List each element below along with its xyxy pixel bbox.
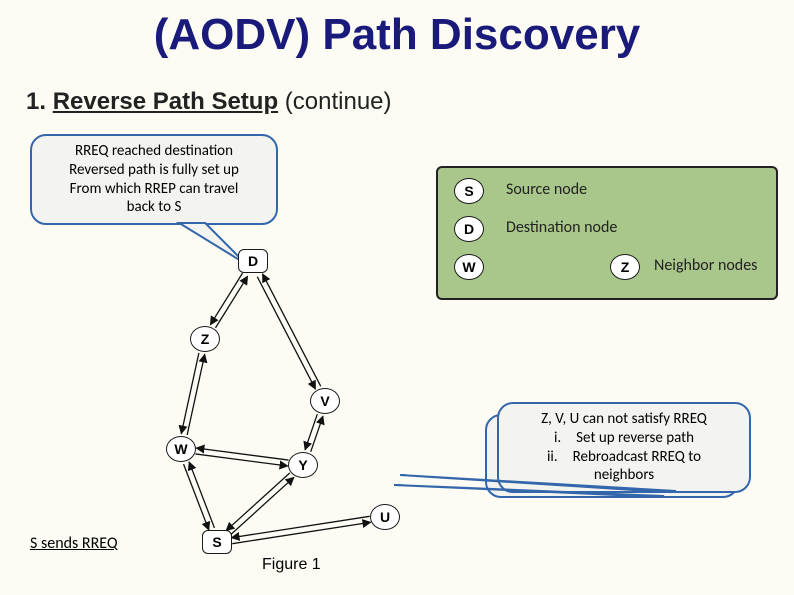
legend-node-d: D <box>454 216 484 242</box>
legend-label-dest: Destination node <box>506 218 617 237</box>
page-title: (AODV) Path Discovery <box>0 10 794 60</box>
callout2-line: i. Set up reverse path <box>509 429 739 448</box>
node-y: Y <box>288 452 318 478</box>
legend-label-neighbor: Neighbor nodes <box>654 256 757 275</box>
callout1-line: Reversed path is fully set up <box>42 161 266 180</box>
subtitle-underline: Reverse Path Setup <box>53 88 278 115</box>
node-z: Z <box>190 326 220 352</box>
legend-node-s: S <box>454 178 484 204</box>
callout-rreq-reached: RREQ reached destination Reversed path i… <box>30 134 278 225</box>
node-u: U <box>370 504 400 530</box>
subtitle-number: 1. <box>26 88 46 115</box>
node-w: W <box>166 436 196 462</box>
legend-node-z: Z <box>610 254 640 280</box>
legend-node-w: W <box>454 254 484 280</box>
node-v: V <box>310 388 340 414</box>
node-s: S <box>202 530 232 554</box>
callout2-line: Z, V, U can not satisfy RREQ <box>509 410 739 429</box>
callout2-line: ii. Rebroadcast RREQ to <box>509 448 739 467</box>
node-d: D <box>238 249 268 273</box>
callout1-line: back to S <box>42 198 266 217</box>
callout1-line: From which RREP can travel <box>42 180 266 199</box>
section-subtitle: 1. Reverse Path Setup (continue) <box>26 88 392 116</box>
figure-caption: Figure 1 <box>262 556 321 574</box>
callout2-line: neighbors <box>509 466 739 485</box>
legend-label-source: Source node <box>506 180 587 199</box>
subtitle-rest: (continue) <box>285 88 392 115</box>
side-label-s-sends: S sends RREQ <box>30 534 118 553</box>
callout-zvu: Z, V, U can not satisfy RREQ i. Set up r… <box>497 402 751 493</box>
callout1-line: RREQ reached destination <box>42 142 266 161</box>
